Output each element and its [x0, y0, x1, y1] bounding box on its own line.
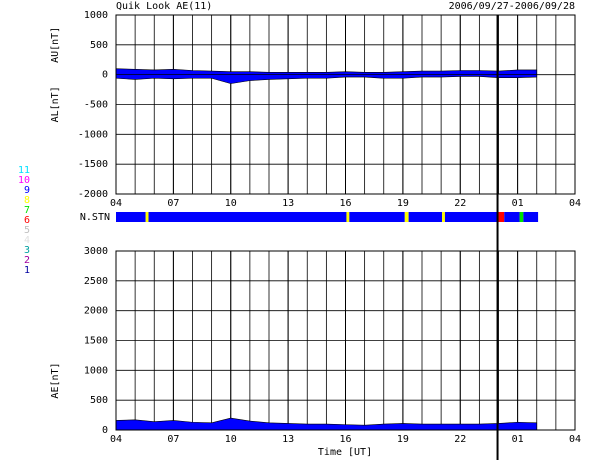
area — [115, 417, 538, 431]
x-tick-label: 10 — [225, 198, 237, 209]
y-tick-label: 1000 — [84, 10, 108, 21]
station-segment — [116, 212, 146, 222]
y-tick-label: 500 — [90, 395, 108, 406]
y-tick-label: -1000 — [78, 129, 108, 140]
x-tick-label: 04 — [569, 434, 581, 445]
series-label: AU[nT] — [50, 27, 61, 63]
x-tick-label: 13 — [282, 198, 294, 209]
station-segment — [408, 212, 443, 222]
x-tick-label: 22 — [454, 198, 466, 209]
y-tick-label: 3000 — [84, 246, 108, 257]
x-tick-label: 07 — [167, 434, 179, 445]
legend-entry: 8 — [24, 195, 30, 206]
station-segment — [148, 212, 347, 222]
nstn-label: N.STN — [80, 212, 110, 223]
x-tick-label: 04 — [110, 434, 122, 445]
x-tick-label: 01 — [512, 434, 524, 445]
x-tick-label: 13 — [282, 434, 294, 445]
station-segment — [504, 212, 520, 222]
date-range: 2006/09/27-2006/09/28 — [449, 1, 575, 12]
y-tick-label: -500 — [84, 100, 108, 111]
x-tick-label: 01 — [512, 198, 524, 209]
x-tick-label: 19 — [397, 434, 409, 445]
x-tick-label: 07 — [167, 198, 179, 209]
legend-entry: 3 — [24, 245, 30, 256]
station-segment — [497, 212, 505, 222]
legend-entry: 5 — [24, 225, 30, 236]
station-segment — [346, 212, 350, 222]
x-tick-label: 22 — [454, 434, 466, 445]
legend-entry: 7 — [24, 205, 30, 216]
x-tick-label: 16 — [339, 434, 351, 445]
x-tick-label: 10 — [225, 434, 237, 445]
area — [115, 68, 538, 75]
legend-entry: 9 — [24, 185, 30, 196]
y-tick-label: 0 — [102, 70, 108, 81]
station-segment — [404, 212, 409, 222]
x-axis-label: Time [UT] — [318, 447, 372, 458]
series-label: AE[nT] — [50, 362, 61, 398]
station-segment — [444, 212, 498, 222]
y-tick-label: 1000 — [84, 365, 108, 376]
plot-frame — [115, 14, 576, 195]
y-tick-label: 500 — [90, 40, 108, 51]
y-tick-label: 2000 — [84, 306, 108, 317]
plot-frame — [115, 250, 576, 431]
y-tick-label: -2000 — [78, 189, 108, 200]
y-tick-label: 0 — [102, 425, 108, 436]
legend-entry: 10 — [18, 175, 30, 186]
legend-entry: 11 — [18, 165, 30, 176]
station-segment — [145, 212, 149, 222]
y-tick-label: 2500 — [84, 276, 108, 287]
legend-entry: 4 — [24, 235, 30, 246]
y-tick-label: 1500 — [84, 336, 108, 347]
legend-entry: 6 — [24, 215, 30, 226]
station-segment — [442, 212, 445, 222]
y-tick-label: -1500 — [78, 159, 108, 170]
series-label: AL[nT] — [50, 86, 61, 122]
station-segment — [523, 212, 539, 222]
x-tick-label: 16 — [339, 198, 351, 209]
chart-title: Quik Look AE(11) — [116, 1, 212, 12]
station-segment — [349, 212, 405, 222]
x-tick-label: 19 — [397, 198, 409, 209]
station-segment — [519, 212, 524, 222]
area — [115, 74, 538, 84]
legend-entry: 1 — [24, 265, 30, 276]
x-tick-label: 04 — [569, 198, 581, 209]
x-tick-label: 04 — [110, 198, 122, 209]
legend-entry: 2 — [24, 255, 30, 266]
